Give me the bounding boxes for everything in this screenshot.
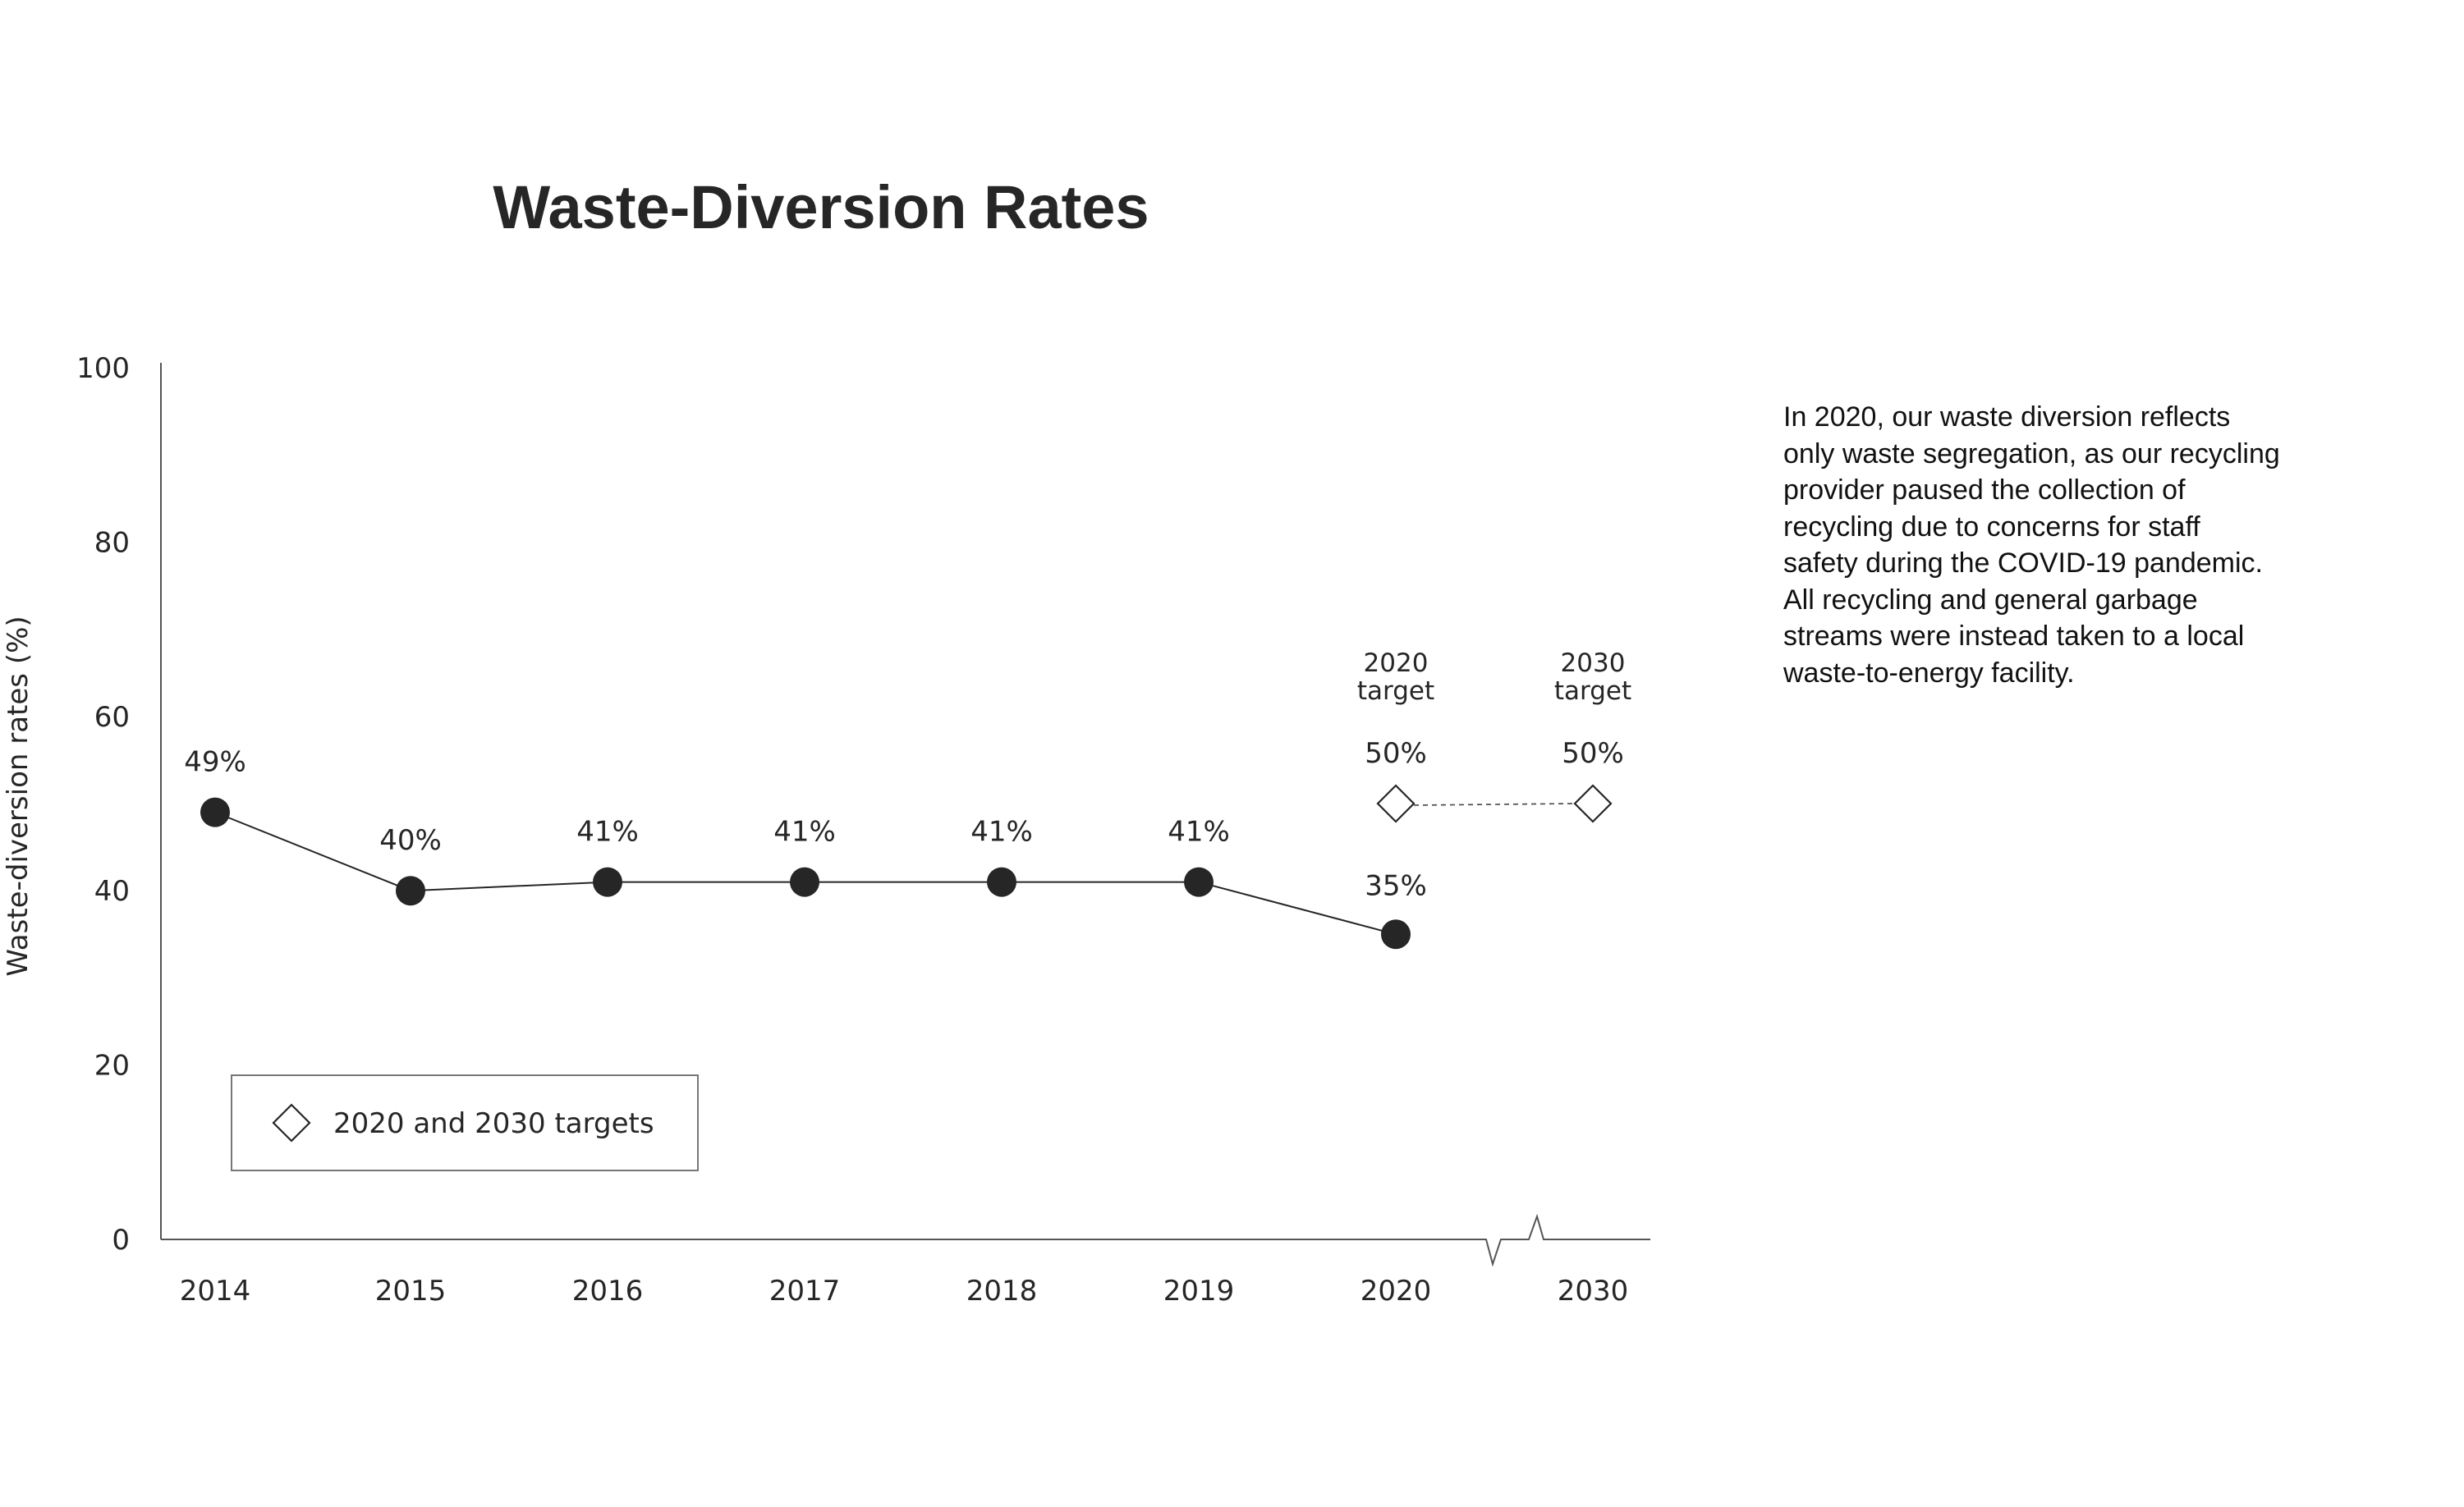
y-tick-label: 80 <box>94 526 130 559</box>
actual-rate-point <box>1381 919 1411 950</box>
target-label: 50% <box>1562 737 1624 770</box>
data-marks <box>200 784 1613 950</box>
note-line: waste-to-energy facility. <box>1783 657 2075 689</box>
y-tick-label: 60 <box>94 701 130 734</box>
actual-rate-point <box>593 867 622 897</box>
target-annotation-year: 2020 <box>1364 648 1429 678</box>
x-tick-label: 2030 <box>1558 1275 1629 1308</box>
target-annotation-word: target <box>1554 676 1631 706</box>
legend-label: 2020 and 2030 targets <box>333 1107 654 1140</box>
x-tick-label: 2020 <box>1360 1275 1432 1308</box>
actual-rate-point <box>987 867 1016 897</box>
note-line: recycling due to concerns for staff <box>1783 511 2200 543</box>
x-tick-label: 2014 <box>180 1275 251 1308</box>
y-tick-label: 20 <box>94 1050 130 1083</box>
y-tick-label: 100 <box>76 352 130 385</box>
axes: 0 20 40 60 80 100 2014 2015 2016 2017 2018 2019 2020… <box>76 352 1650 1308</box>
note-line: streams were instead taken to a local <box>1783 621 2245 652</box>
y-tick-label: 0 <box>112 1224 130 1257</box>
y-tick-label: 40 <box>94 875 130 908</box>
x-tick-label: 2019 <box>1163 1275 1235 1308</box>
target-annotation-word: target <box>1357 676 1434 706</box>
data-label: 41% <box>1168 816 1230 849</box>
x-tick-label: 2017 <box>769 1275 841 1308</box>
actual-rate-point <box>790 867 819 897</box>
chart-title: Waste-Diversion Rates <box>493 173 1149 241</box>
note-line: In 2020, our waste diversion reflects <box>1783 401 2231 433</box>
note-line: provider paused the collection of <box>1783 474 2186 506</box>
data-label: 41% <box>576 816 639 849</box>
covid-note: In 2020, our waste diversion reflects on… <box>1783 399 2358 691</box>
note-line: safety during the COVID-19 pandemic. <box>1783 547 2263 579</box>
actual-rate-point <box>396 876 425 906</box>
y-axis-label: Waste-diversion rates (%) <box>2 616 34 976</box>
target-diamond <box>1376 784 1416 823</box>
legend: 2020 and 2030 targets <box>231 1074 699 1171</box>
actual-rate-point <box>200 797 230 827</box>
note-line: All recycling and general garbage <box>1783 584 2198 616</box>
data-label: 40% <box>379 824 442 857</box>
target-label: 50% <box>1365 737 1427 770</box>
target-annotation-year: 2030 <box>1561 648 1626 678</box>
target-diamond <box>1573 784 1613 823</box>
x-axis-line-with-break <box>161 1213 1650 1267</box>
x-tick-label: 2016 <box>572 1275 644 1308</box>
legend-box <box>231 1074 699 1171</box>
actual-rate-point <box>1184 867 1214 897</box>
data-labels: 49%40% 41% 41% 41% 41%35%50%2020target50%203… <box>184 648 1631 902</box>
note-line: only waste segregation, as our recycling <box>1783 437 2280 470</box>
data-label: 41% <box>970 816 1033 849</box>
data-label: 49% <box>184 746 246 779</box>
target-dashed-line <box>1413 803 1576 806</box>
legend-diamond-icon <box>272 1103 311 1143</box>
x-tick-label: 2018 <box>966 1275 1038 1308</box>
data-label: 35% <box>1365 869 1427 902</box>
data-label: 41% <box>773 816 836 849</box>
x-tick-label: 2015 <box>375 1275 447 1308</box>
